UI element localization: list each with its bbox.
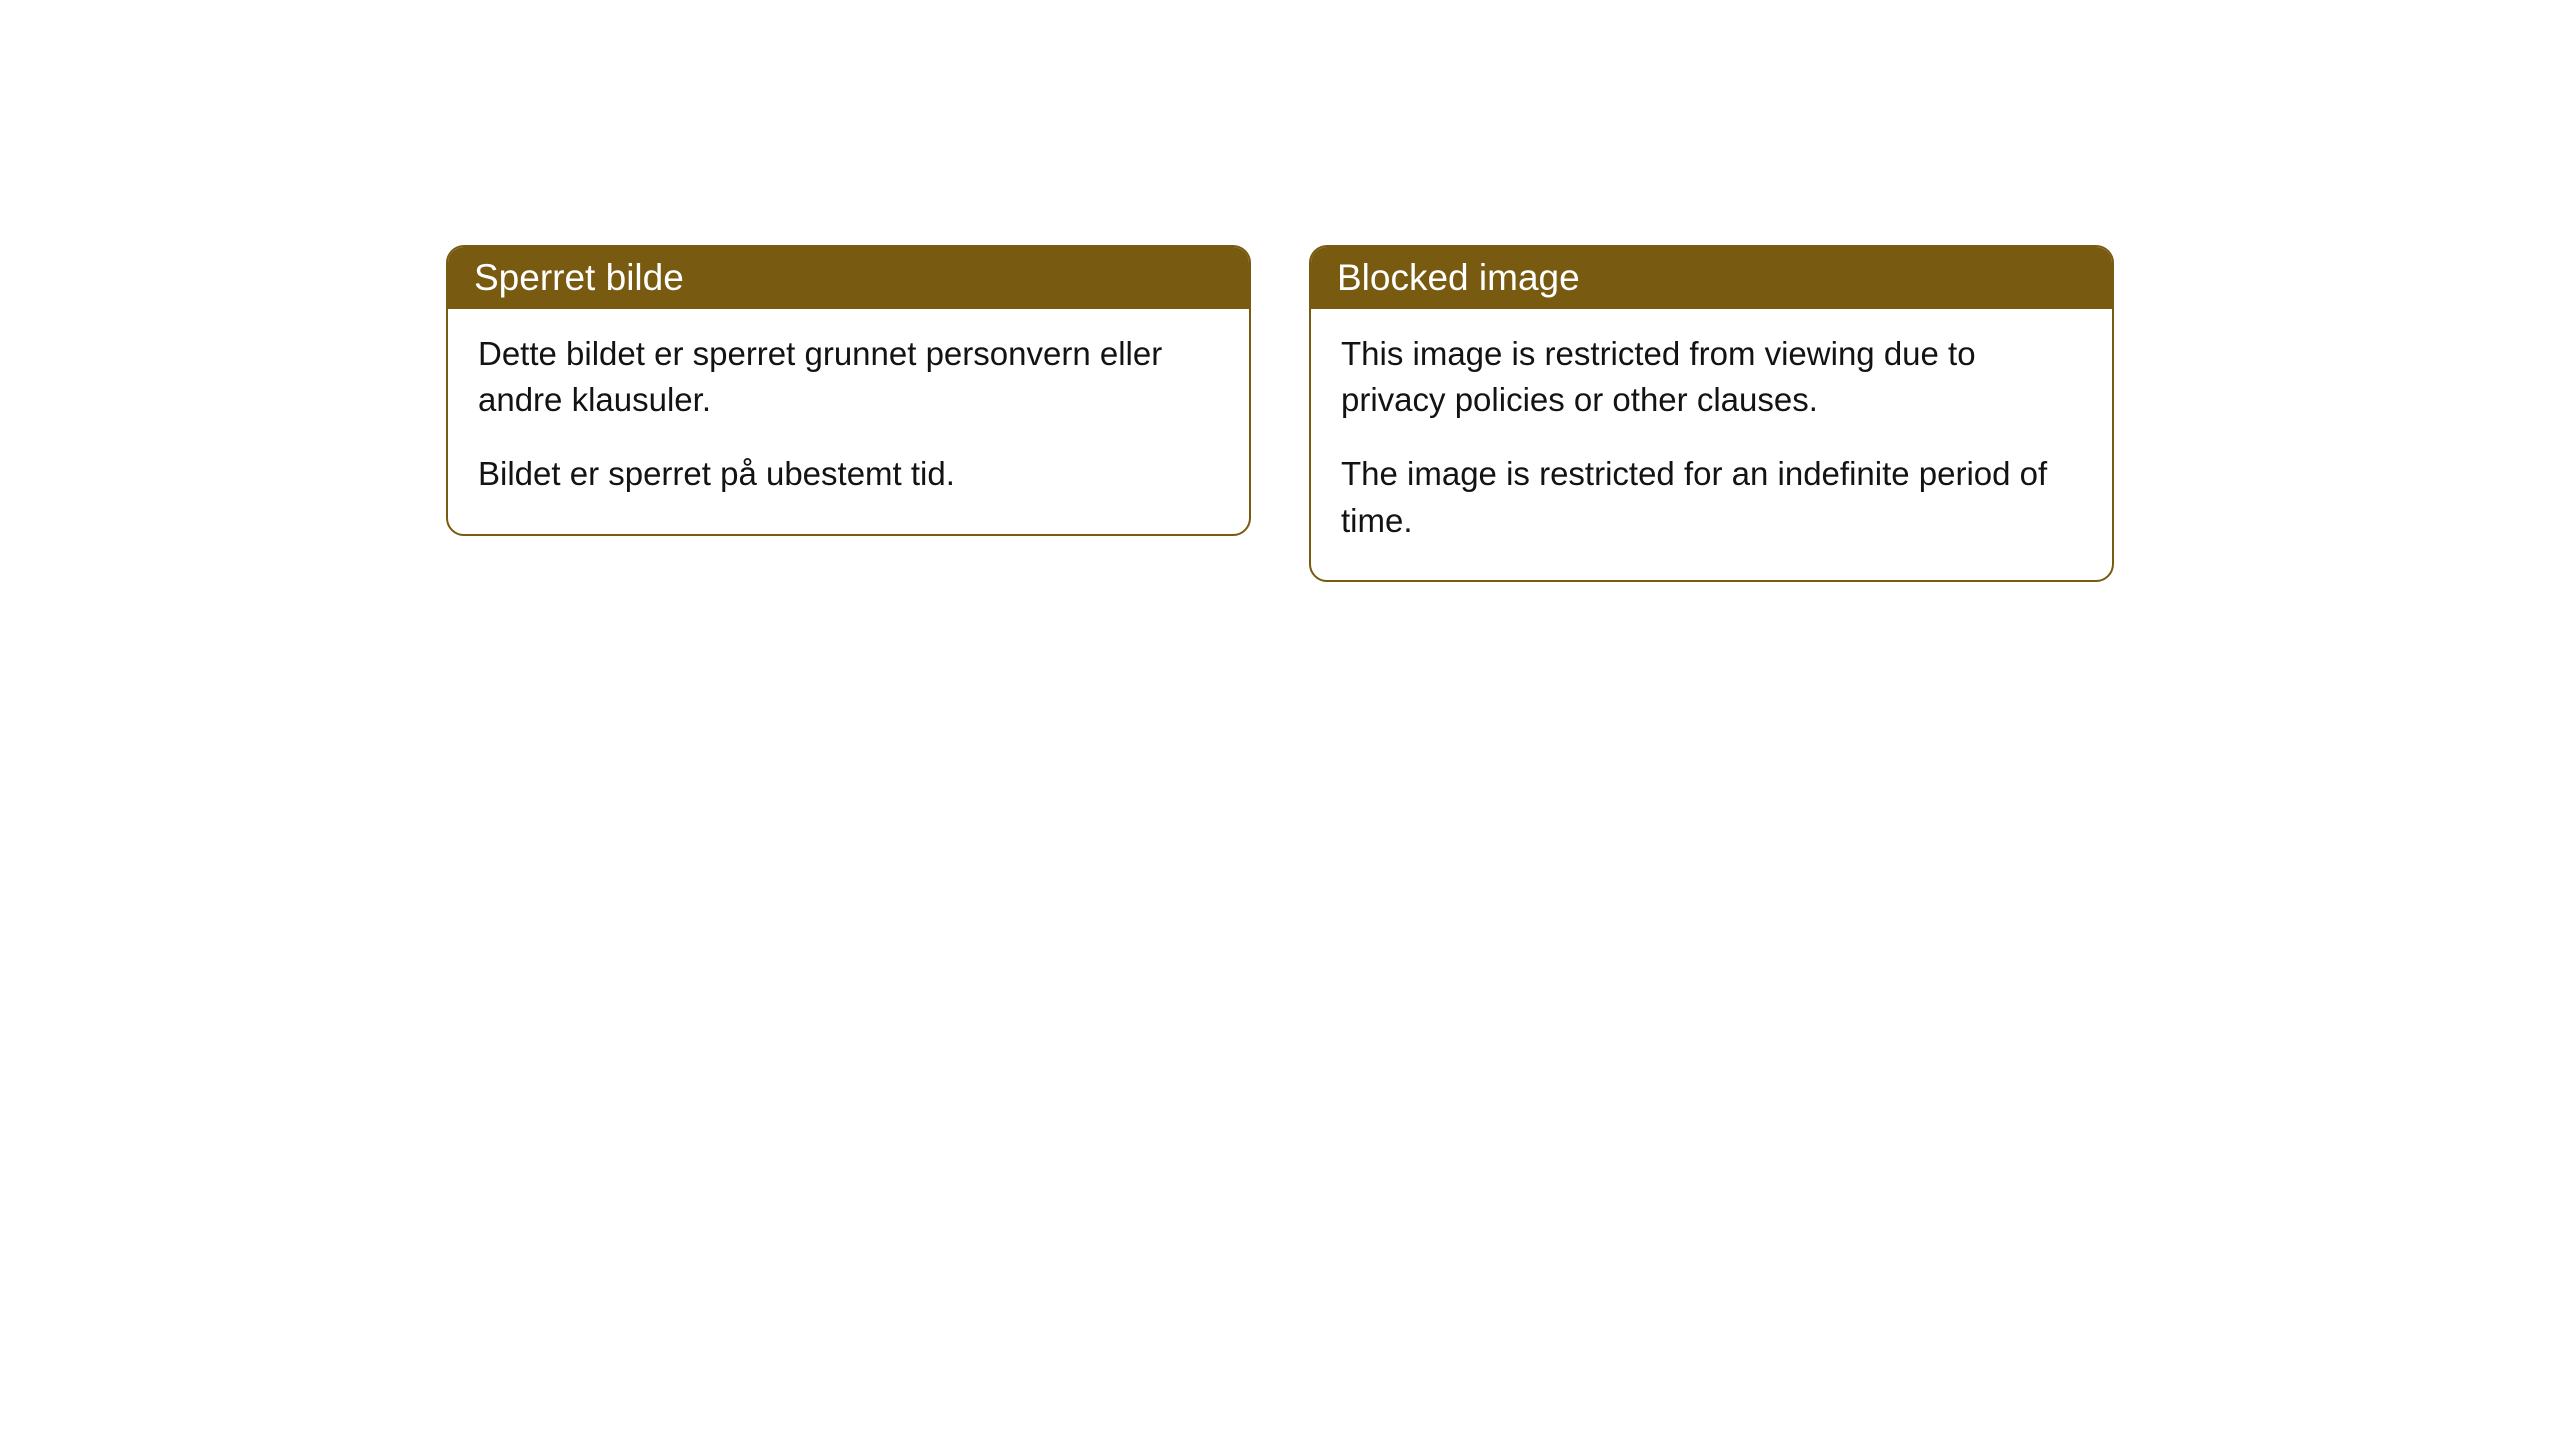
notice-cards-container: Sperret bilde Dette bildet er sperret gr… (446, 245, 2114, 1440)
card-body-english: This image is restricted from viewing du… (1311, 309, 2112, 580)
card-title: Sperret bilde (474, 257, 684, 298)
card-paragraph-1: This image is restricted from viewing du… (1341, 331, 2082, 423)
card-body-norwegian: Dette bildet er sperret grunnet personve… (448, 309, 1249, 534)
card-header-norwegian: Sperret bilde (448, 247, 1249, 309)
blocked-image-card-norwegian: Sperret bilde Dette bildet er sperret gr… (446, 245, 1251, 536)
card-header-english: Blocked image (1311, 247, 2112, 309)
card-title: Blocked image (1337, 257, 1580, 298)
card-paragraph-1: Dette bildet er sperret grunnet personve… (478, 331, 1219, 423)
card-paragraph-2: The image is restricted for an indefinit… (1341, 451, 2082, 543)
card-paragraph-2: Bildet er sperret på ubestemt tid. (478, 451, 1219, 497)
blocked-image-card-english: Blocked image This image is restricted f… (1309, 245, 2114, 582)
